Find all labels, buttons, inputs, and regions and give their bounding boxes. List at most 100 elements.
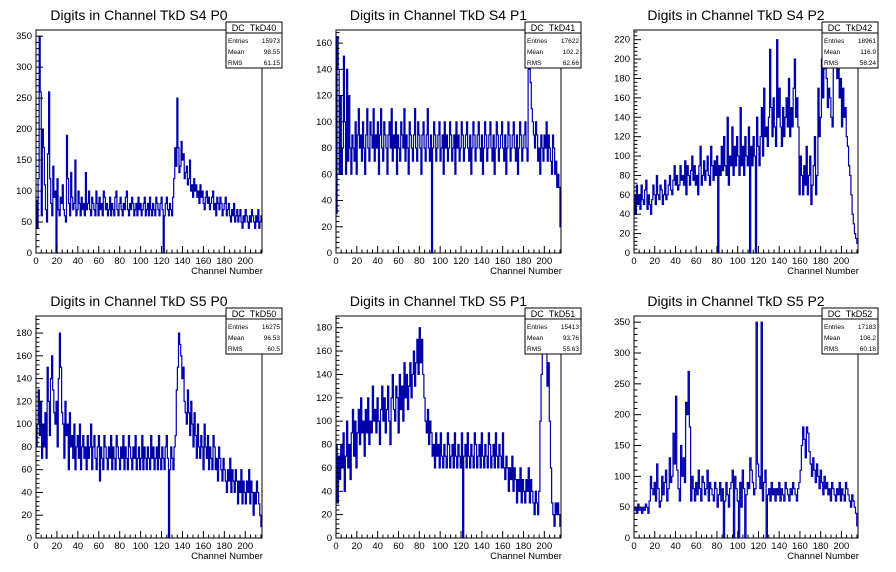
y-tick-label: 180	[16, 328, 32, 339]
y-tick-label: 50	[619, 502, 630, 513]
x-tick-label: 80	[712, 541, 723, 552]
y-tick-label: 120	[614, 132, 630, 143]
x-tick-label: 40	[670, 256, 681, 267]
stats-rms-value: 60.18	[860, 346, 877, 353]
y-tick-label: 180	[316, 323, 332, 334]
x-tick-label: 200	[237, 541, 253, 552]
y-tick-label: 60	[321, 463, 332, 474]
x-tick-label: 80	[712, 256, 723, 267]
x-tick-label: 180	[813, 256, 829, 267]
x-tick-label: 60	[691, 256, 702, 267]
stats-box	[821, 21, 879, 69]
x-axis-label: Channel Number	[191, 266, 263, 277]
x-tick-label: 0	[333, 256, 338, 267]
stats-name: DC_TkD50	[232, 309, 277, 319]
stats-entries-value: 16275	[262, 324, 280, 331]
x-tick-label: 80	[114, 256, 125, 267]
histogram-line	[634, 321, 858, 539]
x-tick-label: 0	[631, 256, 636, 267]
x-tick-label: 40	[73, 541, 84, 552]
stats-entries-label: Entries	[824, 324, 845, 331]
y-tick-label: 100	[16, 186, 32, 197]
x-tick-label: 80	[114, 541, 125, 552]
x-tick-label: 120	[751, 256, 767, 267]
x-tick-label: 20	[649, 256, 660, 267]
stats-name: DC_TkD42	[828, 23, 873, 33]
stats-box	[524, 21, 582, 69]
x-axis-label: Channel Number	[490, 551, 562, 562]
stats-mean-label: Mean	[824, 49, 841, 56]
stats-mean-value: 96.53	[264, 335, 281, 342]
x-tick-label: 120	[154, 256, 170, 267]
x-tick-label: 60	[93, 256, 104, 267]
histogram-line	[634, 39, 858, 254]
x-tick-label: 200	[536, 541, 552, 552]
stats-rms-value: 55.63	[563, 346, 580, 353]
stats-mean-label: Mean	[228, 49, 245, 56]
x-tick-label: 0	[33, 541, 38, 552]
stats-rms-label: RMS	[824, 60, 839, 67]
histogram-line	[36, 332, 262, 539]
chart-title: Digits in Channel TkD S5 P2	[647, 293, 824, 309]
stats-box	[821, 307, 879, 355]
histogram-panel-5: Digits in Channel TkD S5 P1 0 20 40 60 80 100 1…	[316, 293, 582, 562]
x-tick-label: 0	[631, 541, 636, 552]
y-tick-label: 80	[21, 442, 32, 453]
stats-mean-label: Mean	[527, 335, 544, 342]
stats-mean-label: Mean	[527, 49, 544, 56]
histogram-panel-4: Digits in Channel TkD S5 P0 0 20 40 60 80 100 1…	[16, 293, 283, 562]
x-tick-label: 200	[833, 256, 849, 267]
stats-mean-label: Mean	[228, 335, 245, 342]
y-tick-label: 20	[619, 229, 630, 240]
stats-rms-label: RMS	[228, 60, 243, 67]
y-tick-label: 100	[16, 419, 32, 430]
stats-name: DC_TkD40	[232, 23, 277, 33]
y-tick-label: 150	[16, 155, 32, 166]
y-tick-label: 120	[16, 396, 32, 407]
x-tick-label: 80	[414, 256, 425, 267]
x-axis-label: Channel Number	[787, 266, 859, 277]
x-tick-label: 60	[393, 256, 404, 267]
stats-rms-label: RMS	[824, 346, 839, 353]
stats-entries-label: Entries	[824, 38, 845, 45]
x-tick-label: 100	[432, 541, 448, 552]
y-tick-label: 300	[16, 62, 32, 73]
y-tick-label: 0	[327, 533, 332, 544]
y-tick-label: 40	[321, 196, 332, 207]
y-tick-label: 80	[321, 440, 332, 451]
histogram-line	[336, 315, 561, 539]
stats-mean-value: 102.2	[563, 49, 580, 56]
y-tick-label: 180	[614, 73, 630, 84]
x-tick-label: 20	[352, 541, 363, 552]
histogram-panel-3: Digits in Channel TkD S4 P2 0 20 40 60 80 100 1…	[614, 7, 879, 277]
x-tick-label: 80	[414, 541, 425, 552]
chart-title: Digits in Channel TkD S4 P1	[350, 7, 527, 23]
x-tick-label: 0	[33, 256, 38, 267]
x-tick-label: 140	[474, 256, 490, 267]
stats-rms-label: RMS	[527, 346, 542, 353]
stats-entries-value: 15413	[561, 324, 579, 331]
x-tick-label: 20	[649, 541, 660, 552]
y-tick-label: 80	[619, 170, 630, 181]
x-tick-label: 160	[792, 541, 808, 552]
y-tick-label: 350	[614, 317, 630, 328]
y-tick-label: 160	[614, 93, 630, 104]
y-tick-label: 60	[321, 169, 332, 180]
x-tick-label: 180	[216, 541, 232, 552]
x-axis-label: Channel Number	[490, 266, 562, 277]
stats-rms-value: 60.5	[267, 346, 280, 353]
x-tick-label: 140	[771, 256, 787, 267]
x-tick-label: 120	[154, 541, 170, 552]
x-tick-label: 20	[352, 256, 363, 267]
chart-title: Digits in Channel TkD S5 P1	[350, 293, 527, 309]
x-tick-label: 200	[833, 541, 849, 552]
stats-rms-value: 58.24	[860, 60, 877, 67]
x-tick-label: 200	[237, 256, 253, 267]
y-tick-label: 250	[614, 379, 630, 390]
x-tick-label: 120	[453, 256, 469, 267]
x-tick-label: 180	[516, 256, 532, 267]
x-tick-label: 20	[52, 256, 63, 267]
y-tick-label: 60	[21, 465, 32, 476]
